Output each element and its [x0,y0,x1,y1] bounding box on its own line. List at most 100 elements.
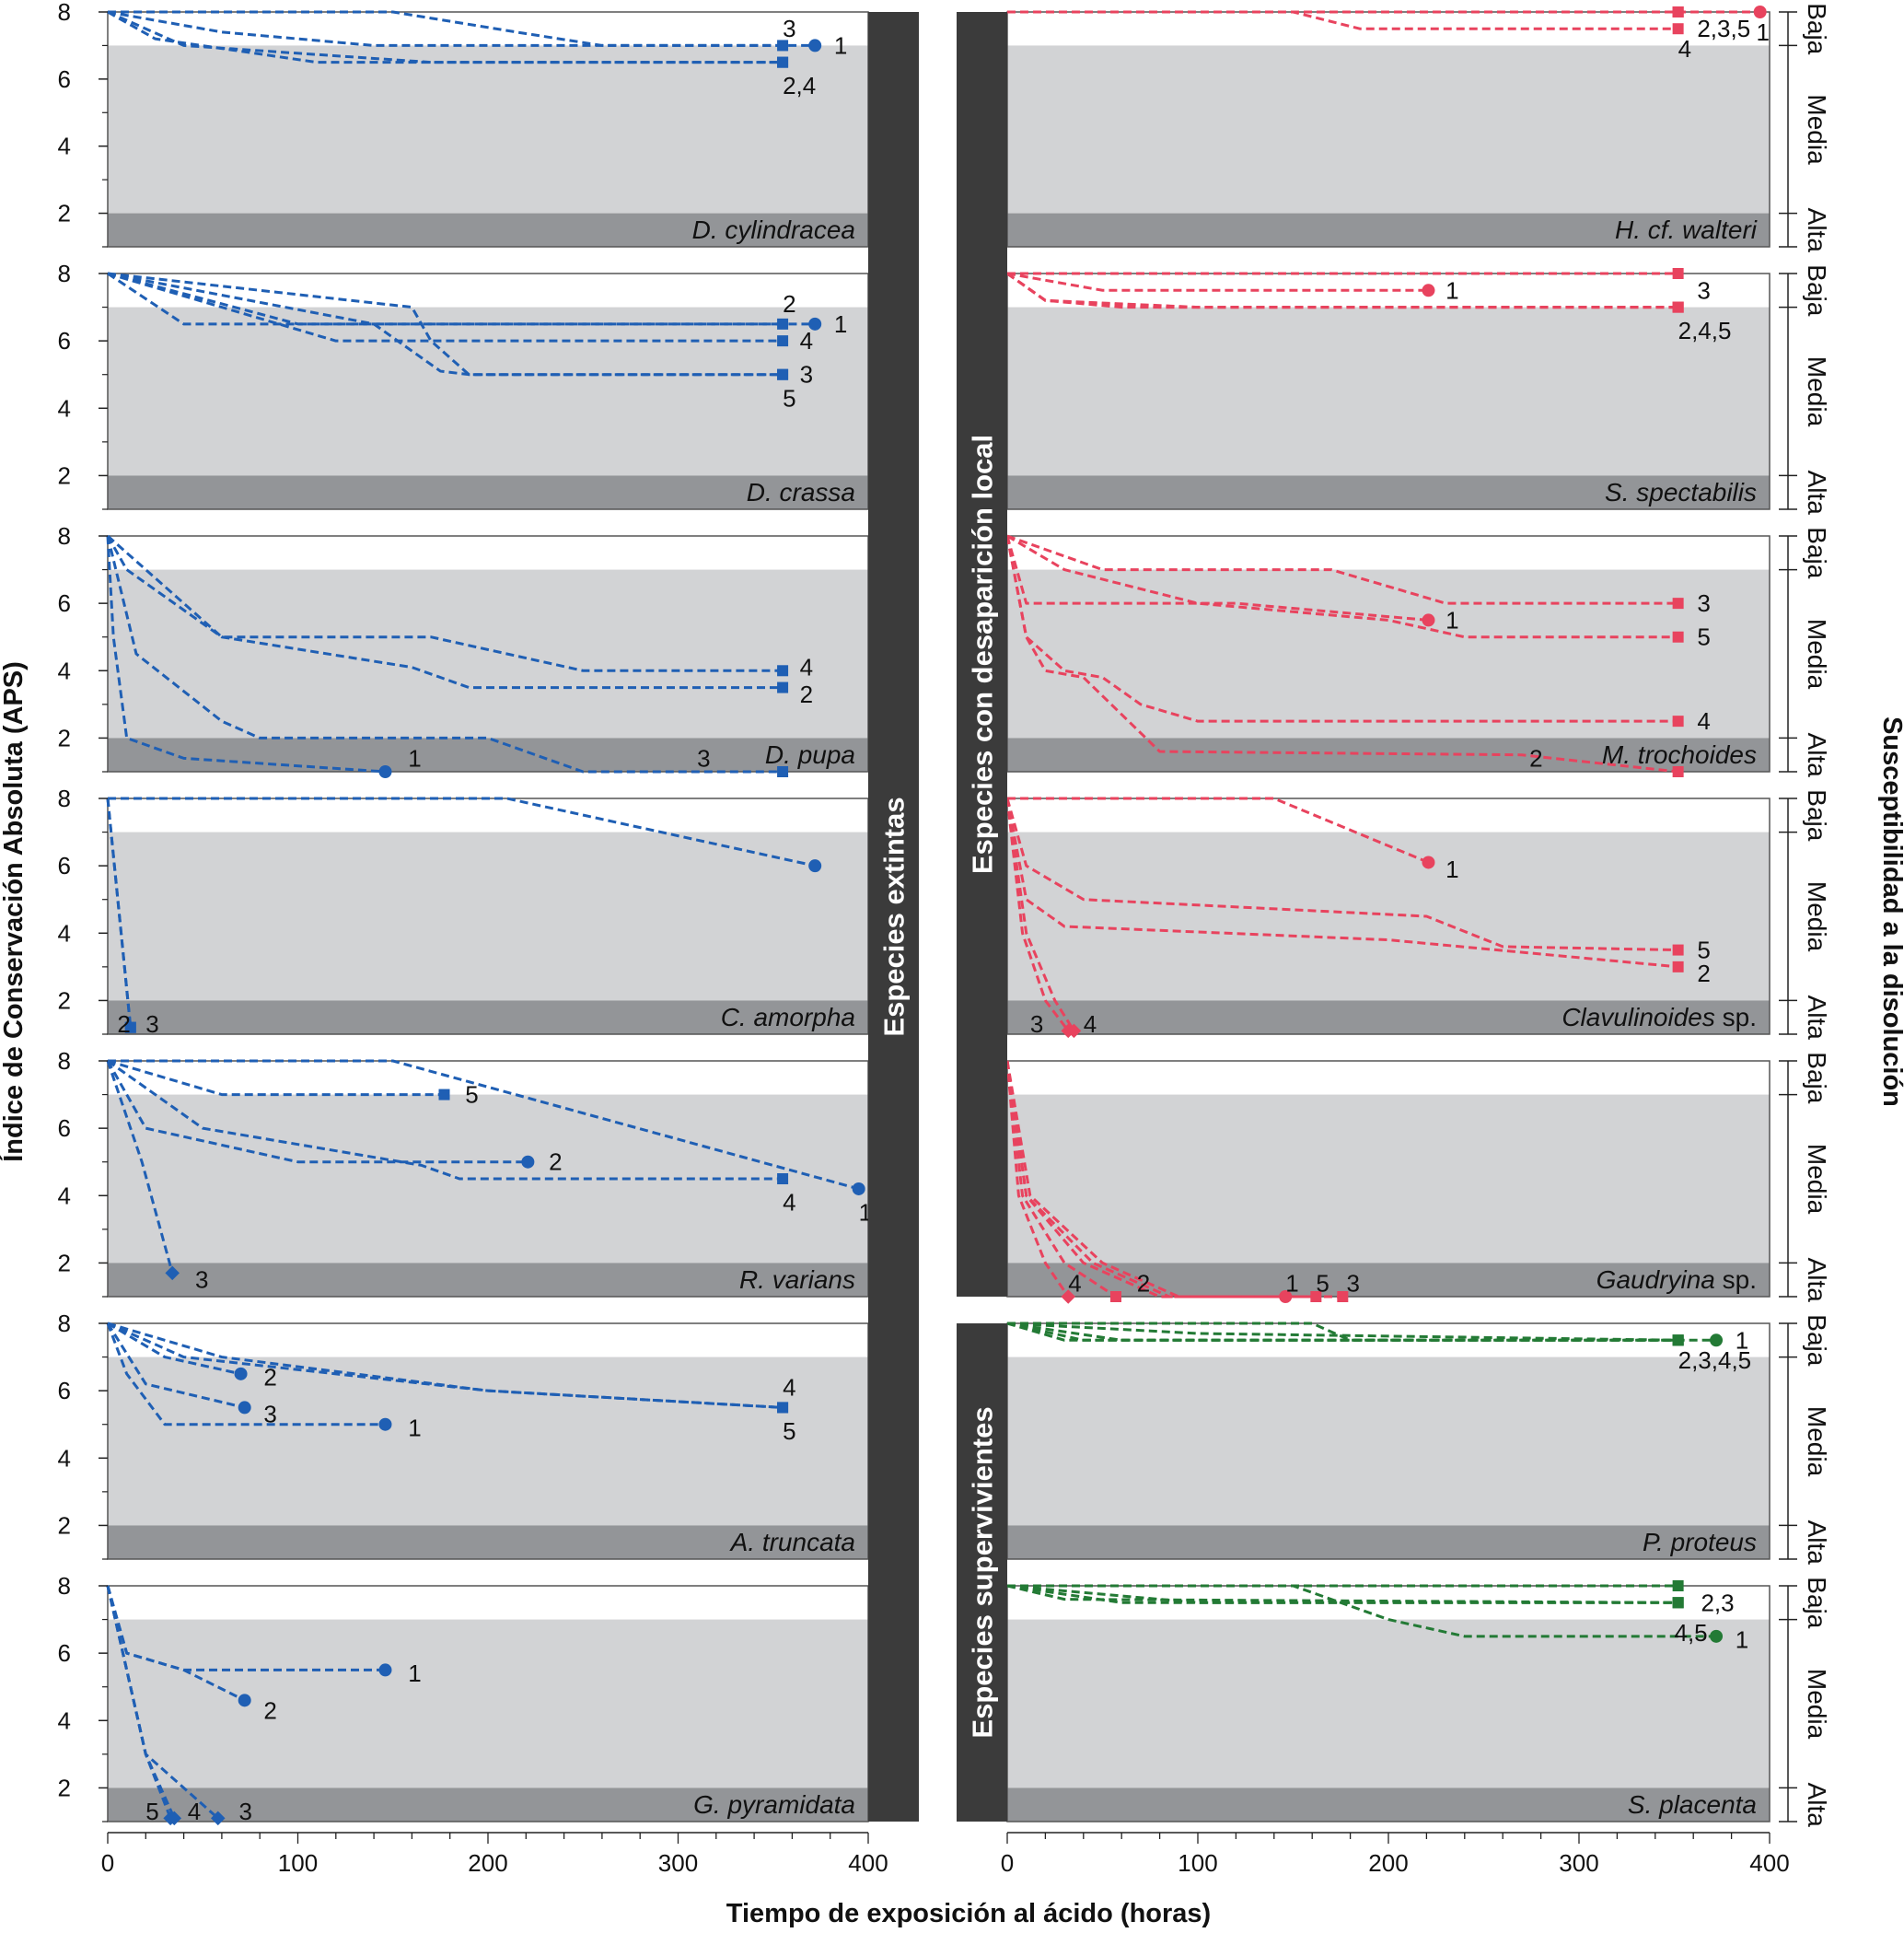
series-marker-3 [124,1021,136,1033]
species-label-d-pupa: D. pupa [765,740,855,769]
series-marker-4 [1061,1289,1076,1304]
series-marker-1 [378,1663,392,1677]
point-label: 2 [263,1696,276,1724]
species-name: Gaudryina [1596,1265,1715,1294]
y-tick-label: 8 [58,785,71,812]
series-marker-2 [777,681,789,693]
y-tick-label: 4 [58,133,71,160]
x-tick-label: 100 [1178,1849,1217,1877]
band-baja [1007,536,1770,570]
band-baja [1007,274,1770,308]
band-media [1007,1357,1770,1526]
y-tick-label: 8 [58,1047,71,1075]
series-marker-5 [777,1402,789,1414]
point-label: 4 [800,327,813,355]
series-marker-3 [1672,598,1684,610]
point-label: 5 [1316,1269,1329,1297]
species-name: D. cylindracea [692,215,855,244]
species-name: P. proteus [1643,1528,1757,1556]
susceptibility-label-baja: Baja [1803,1314,1831,1366]
band-alta [1007,1000,1770,1034]
series-line-3 [1006,534,1678,605]
point-label: 5 [145,1798,158,1825]
series-marker-1 [852,1182,865,1195]
y-tick-label: 4 [58,394,71,422]
series-marker-4 [777,335,789,347]
y-tick-label: 2 [58,986,71,1014]
series-marker-2 [1672,961,1684,972]
band-alta [1007,1525,1770,1559]
series-line-4 [107,1322,784,1409]
x-axis-title: Tiempo de exposición al ácido (horas) [726,1899,1211,1928]
point-label: 2,3,5 [1697,15,1750,42]
band-media [108,1357,868,1526]
species-name: M. trochoides [1602,740,1757,769]
point-label: 3 [238,1798,251,1825]
point-label: 5 [783,384,795,412]
band-alta [108,1787,868,1822]
series-marker-2 [234,1367,248,1380]
susceptibility-label-alta: Alta [1803,471,1831,516]
species-suffix: sp. [1715,1265,1757,1294]
point-label: 1 [1757,18,1770,46]
band-alta [108,1525,868,1559]
y-tick-label: 8 [58,1572,71,1600]
band-alta [1007,213,1770,247]
panel-d-crassa: 2 14 35 D. crassa [107,272,869,510]
point-label: 2 [1697,960,1710,987]
series-marker-5 [438,1089,450,1100]
panel-g-pyramidata: 1 2 5 4 3 G. pyramidata [106,1585,869,1826]
point-label: 1 [834,310,847,338]
series-marker-3 [1672,268,1684,279]
species-label-s-placenta: S. placenta [1628,1790,1757,1819]
species-name: S. placenta [1628,1790,1757,1819]
point-label: 5 [1697,937,1710,964]
series-marker-5 [1672,1597,1684,1609]
series-line-2 [1005,798,1678,969]
band-baja [108,1061,868,1095]
band-media [1007,1619,1770,1788]
band-media [108,832,868,1001]
series-line-5 [1006,1584,1678,1604]
panel-d-cylindracea: 3 1 2,4 D. cylindracea [107,10,869,248]
band-media [108,307,868,476]
series-line-3 [106,535,784,774]
species-name: Clavulinoides [1562,1003,1715,1031]
series-line-5 [1006,534,1678,639]
series-marker-1 [1422,284,1435,297]
x-tick-label: 400 [1749,1849,1789,1877]
series-line-4 [107,10,784,64]
series-marker-3 [238,1401,251,1415]
species-name: D. crassa [747,478,855,507]
band-media [108,1619,868,1788]
species-label-s-spectabilis: S. spectabilis [1605,478,1757,507]
group-title-local: Especies con desaparición local [967,435,999,874]
band-alta [1007,1787,1770,1822]
point-label: 2,4,5 [1678,317,1732,344]
series-line-4 [1005,535,1678,723]
x-tick-label: 200 [468,1849,507,1877]
series-marker-1 [808,859,822,873]
series-marker-5 [1672,631,1684,643]
series-marker-2 [1109,1291,1121,1302]
susceptibility-label-baja: Baja [1803,789,1831,841]
y-tick-label: 8 [58,1310,71,1337]
y-tick-label: 2 [58,1774,71,1801]
series-marker-2 [1672,766,1684,777]
point-label: 2 [1529,744,1542,772]
point-label: 4 [1678,35,1691,63]
series-line-4 [107,272,784,343]
point-label: 1 [1736,1626,1748,1654]
point-label: 4 [800,654,813,681]
series-line-1 [1006,272,1429,292]
susceptibility-label-alta: Alta [1803,733,1831,778]
series-marker-3 [1337,1291,1349,1302]
series-marker-1 [1753,6,1767,18]
point-label: 3 [145,1010,158,1038]
species-label-d-cylindracea: D. cylindracea [692,215,855,244]
susceptibility-label-media: Media [1803,356,1831,427]
series-line-5 [1005,798,1678,952]
species-label-h-cf-walteri: H. cf. walteri [1615,215,1758,244]
y2-axis-title: Susceptibilidad a la disolución [1877,716,1904,1107]
point-label: 4 [1084,1010,1097,1038]
